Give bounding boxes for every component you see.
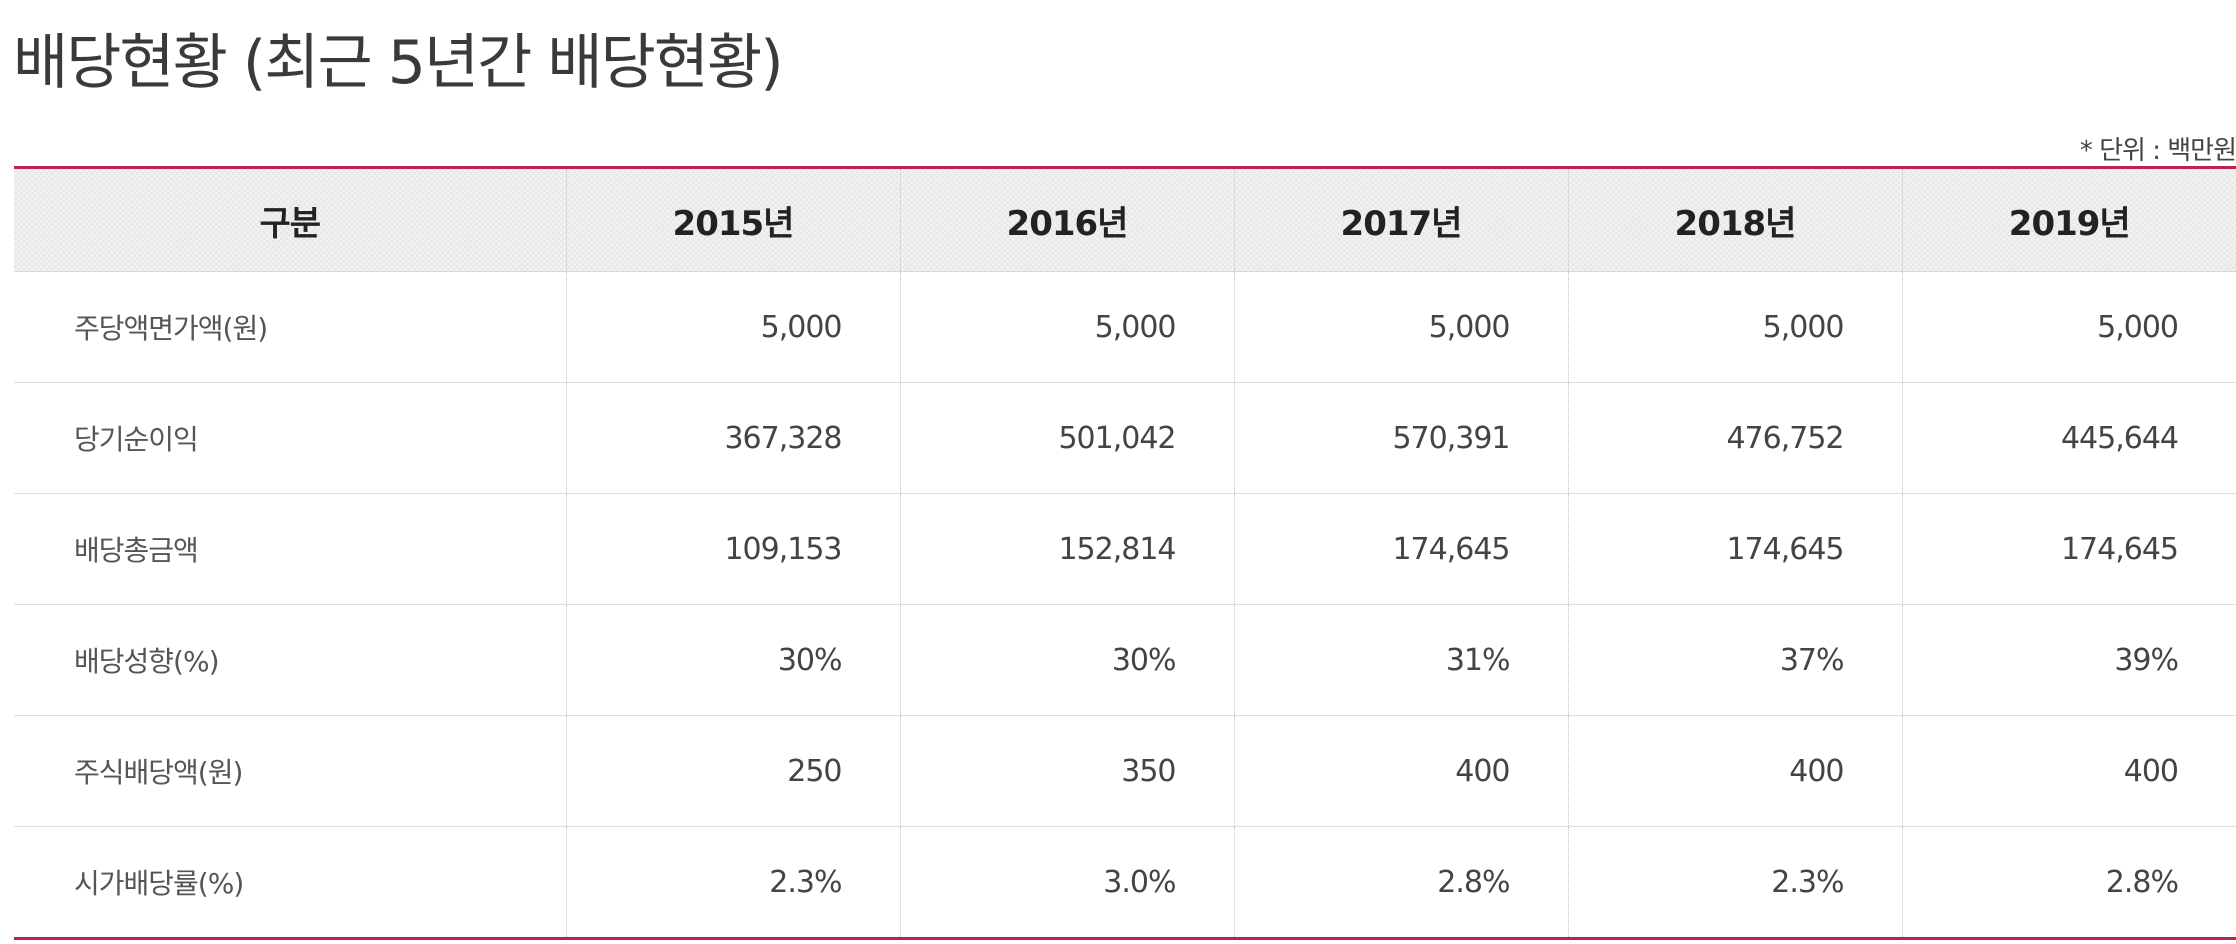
table-cell: 400 xyxy=(1567,715,1902,827)
column-header-category: 구분 xyxy=(14,167,566,272)
table-cell: 5,000 xyxy=(1901,271,2236,383)
table-cell: 152,814 xyxy=(899,493,1234,605)
column-header-year: 2019년 xyxy=(1901,167,2236,272)
row-label: 배당성향(%) xyxy=(14,604,566,716)
table-cell: 5,000 xyxy=(899,271,1234,383)
column-header-year: 2016년 xyxy=(899,167,1234,272)
table-cell: 109,153 xyxy=(565,493,900,605)
table-cell: 2.8% xyxy=(1233,826,1568,939)
table-row: 시가배당률(%) 2.3% 3.0% 2.8% 2.3% 2.8% xyxy=(14,826,2236,939)
table-cell: 37% xyxy=(1567,604,1902,716)
table-cell: 570,391 xyxy=(1233,382,1568,494)
table-cell: 2.3% xyxy=(1567,826,1902,939)
table-cell: 5,000 xyxy=(1567,271,1902,383)
table-cell: 30% xyxy=(899,604,1234,716)
table-cell: 367,328 xyxy=(565,382,900,494)
table-cell: 39% xyxy=(1901,604,2236,716)
table-cell: 501,042 xyxy=(899,382,1234,494)
table-cell: 31% xyxy=(1233,604,1568,716)
table-cell: 174,645 xyxy=(1233,493,1568,605)
page-title: 배당현황 (최근 5년간 배당현황) xyxy=(13,28,784,98)
table-cell: 5,000 xyxy=(1233,271,1568,383)
row-label: 주식배당액(원) xyxy=(14,715,566,827)
unit-note: * 단위 : 백만원 xyxy=(2079,136,2236,166)
row-label: 시가배당률(%) xyxy=(74,867,244,900)
table-cell: 174,645 xyxy=(1901,493,2236,605)
table-row: 배당성향(%) 30% 30% 31% 37% 39% xyxy=(14,604,2236,716)
column-header-year: 2015년 xyxy=(565,167,900,272)
table-row: 주식배당액(원) 250 350 400 400 400 xyxy=(14,715,2236,827)
table-row: 배당총금액 109,153 152,814 174,645 174,645 17… xyxy=(14,493,2236,605)
table-cell: 174,645 xyxy=(1567,493,1902,605)
table-cell: 400 xyxy=(1233,715,1568,827)
table-cell: 2.8% xyxy=(1901,826,2236,939)
row-label: 배당총금액 xyxy=(14,493,566,605)
table-cell: 250 xyxy=(565,715,900,827)
table-cell: 30% xyxy=(565,604,900,716)
dividend-table: 구분 2015년 2016년 2017년 2018년 2019년 주당액면가액(… xyxy=(14,166,2236,940)
row-label: 당기순이익 xyxy=(14,382,566,494)
table-cell: 350 xyxy=(899,715,1234,827)
table-cell: 445,644 xyxy=(1901,382,2236,494)
table-cell: 2.3% xyxy=(565,826,900,939)
column-header-year: 2018년 xyxy=(1567,167,1902,272)
dividend-table-container: 구분 2015년 2016년 2017년 2018년 2019년 주당액면가액(… xyxy=(14,166,2236,940)
table-cell: 476,752 xyxy=(1567,382,1902,494)
table-cell: 5,000 xyxy=(565,271,900,383)
table-row: 당기순이익 367,328 501,042 570,391 476,752 44… xyxy=(14,382,2236,494)
table-cell: 3.0% xyxy=(899,826,1234,939)
row-label: 주당액면가액(원) xyxy=(14,271,566,383)
table-cell: 400 xyxy=(1901,715,2236,827)
table-row: 주당액면가액(원) 5,000 5,000 5,000 5,000 5,000 xyxy=(14,271,2236,383)
table-header-row: 구분 2015년 2016년 2017년 2018년 2019년 xyxy=(14,167,2236,272)
column-header-year: 2017년 xyxy=(1233,167,1568,272)
